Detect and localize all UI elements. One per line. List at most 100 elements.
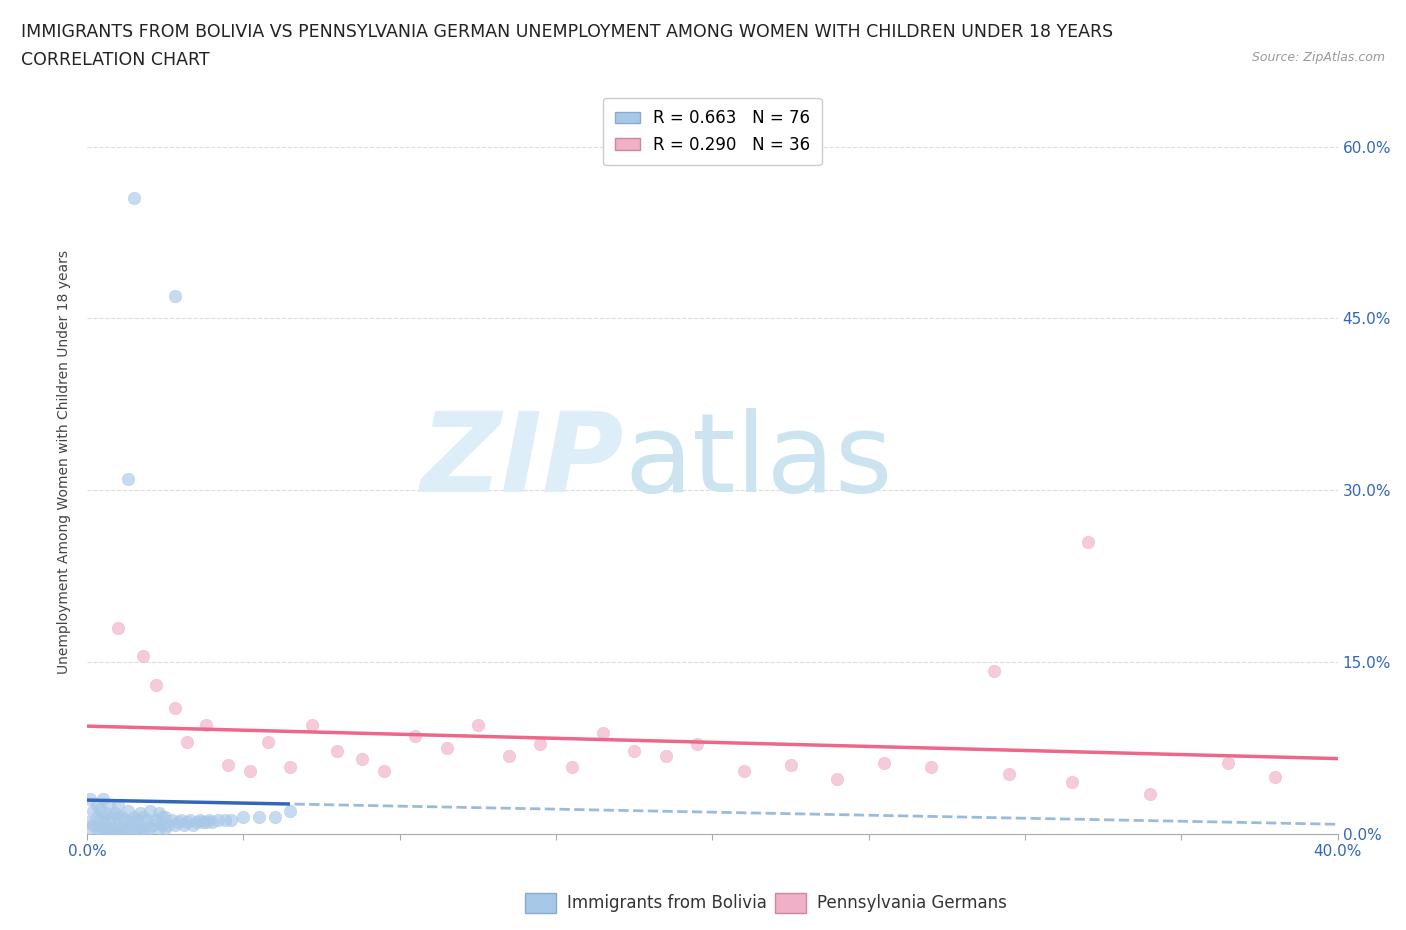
Point xyxy=(983,664,1005,679)
Point xyxy=(561,760,583,775)
Text: IMMIGRANTS FROM BOLIVIA VS PENNSYLVANIA GERMAN UNEMPLOYMENT AMONG WOMEN WITH CHI: IMMIGRANTS FROM BOLIVIA VS PENNSYLVANIA … xyxy=(21,23,1114,41)
Point xyxy=(239,764,262,778)
Point xyxy=(110,809,132,824)
Point xyxy=(107,620,129,635)
Point xyxy=(529,737,551,751)
Point xyxy=(129,805,152,820)
Point xyxy=(263,809,285,824)
Point xyxy=(89,823,111,838)
Point xyxy=(686,737,709,751)
Point xyxy=(135,823,157,838)
Point xyxy=(232,809,254,824)
Point xyxy=(280,760,302,775)
Point xyxy=(201,815,224,830)
Point xyxy=(163,288,186,303)
Point xyxy=(198,813,221,828)
Text: ZIP: ZIP xyxy=(422,408,624,515)
Point xyxy=(127,820,149,835)
Point xyxy=(132,809,155,824)
Point xyxy=(86,809,108,824)
Point xyxy=(107,809,129,824)
Point xyxy=(160,813,183,828)
Point xyxy=(163,817,186,832)
Point xyxy=(117,820,139,835)
Point xyxy=(89,813,111,828)
Point xyxy=(104,805,127,820)
Point xyxy=(326,744,349,759)
Point xyxy=(107,798,129,813)
Point xyxy=(142,817,165,832)
Text: Source: ZipAtlas.com: Source: ZipAtlas.com xyxy=(1251,51,1385,64)
Point xyxy=(257,735,280,750)
Point xyxy=(170,813,193,828)
Point xyxy=(98,813,121,828)
Point xyxy=(733,764,755,778)
Point xyxy=(138,820,160,835)
Point xyxy=(163,700,186,715)
Point xyxy=(129,823,152,838)
Point xyxy=(592,725,614,740)
Point xyxy=(98,823,121,838)
Point xyxy=(207,813,229,828)
Point xyxy=(498,749,520,764)
Point xyxy=(148,820,170,835)
Point xyxy=(91,792,114,807)
Point xyxy=(352,751,374,766)
Point xyxy=(135,813,157,828)
Point xyxy=(91,820,114,835)
Point xyxy=(1060,775,1083,790)
Point xyxy=(1139,786,1161,801)
Point xyxy=(214,813,236,828)
Point xyxy=(86,798,108,813)
Point xyxy=(110,820,132,835)
Point xyxy=(873,755,896,770)
Point xyxy=(194,815,217,830)
Point xyxy=(373,764,395,778)
Legend: R = 0.663   N = 76, R = 0.290   N = 36: R = 0.663 N = 76, R = 0.290 N = 36 xyxy=(603,98,821,166)
Point xyxy=(654,749,676,764)
Point xyxy=(191,815,214,830)
Point xyxy=(104,823,127,838)
Point xyxy=(194,718,217,733)
Point xyxy=(107,820,129,835)
Point xyxy=(166,815,188,830)
Point xyxy=(150,809,173,824)
Point xyxy=(436,740,458,755)
Point xyxy=(183,817,205,832)
Point xyxy=(404,729,426,744)
Point xyxy=(114,813,136,828)
Point xyxy=(127,813,149,828)
Point xyxy=(91,809,114,824)
Point xyxy=(176,815,198,830)
Point xyxy=(117,804,139,818)
Point xyxy=(217,758,239,773)
Text: Pennsylvania Germans: Pennsylvania Germans xyxy=(817,894,1007,912)
Point xyxy=(89,801,111,816)
Point xyxy=(101,820,124,835)
Point xyxy=(301,718,323,733)
Point xyxy=(827,771,849,786)
Point xyxy=(79,820,101,835)
Text: CORRELATION CHART: CORRELATION CHART xyxy=(21,51,209,69)
Point xyxy=(76,815,98,830)
Point xyxy=(101,809,124,824)
Point xyxy=(155,820,177,835)
Point xyxy=(138,804,160,818)
Point xyxy=(179,813,201,828)
Point xyxy=(114,823,136,838)
Point xyxy=(98,798,121,813)
Point xyxy=(122,191,145,206)
Point xyxy=(82,804,104,818)
Point xyxy=(132,649,155,664)
Text: atlas: atlas xyxy=(624,408,893,515)
Point xyxy=(145,813,167,828)
Point xyxy=(86,820,108,835)
Point xyxy=(280,804,302,818)
Point xyxy=(117,472,139,486)
Point xyxy=(188,813,211,828)
Point xyxy=(82,817,104,832)
Point xyxy=(155,809,177,824)
Point xyxy=(1077,535,1099,550)
Point xyxy=(186,815,208,830)
Point xyxy=(132,820,155,835)
